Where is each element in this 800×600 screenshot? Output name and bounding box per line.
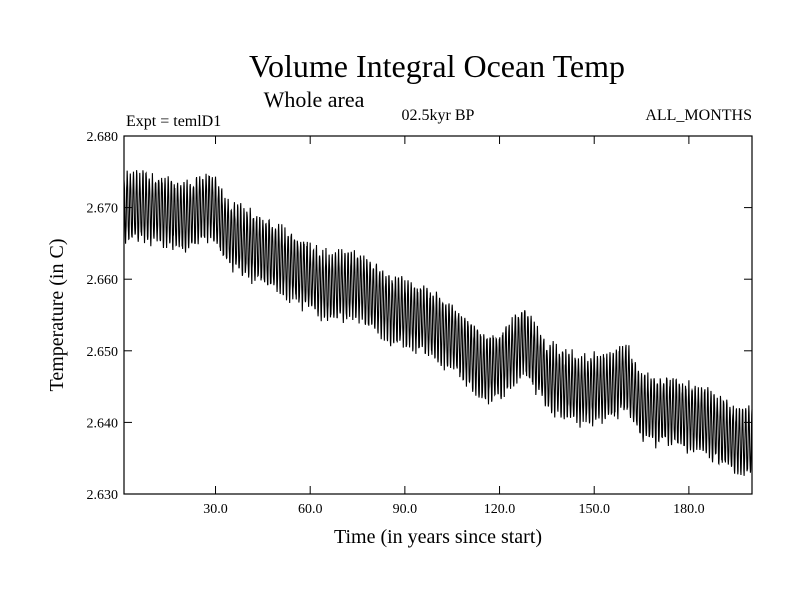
- series-line: [123, 170, 753, 476]
- y-tick-label: 2.660: [87, 273, 119, 288]
- x-tick-label: 180.0: [673, 502, 705, 517]
- x-tick-label: 120.0: [484, 502, 516, 517]
- y-tick-label: 2.640: [87, 416, 119, 431]
- x-tick-label: 90.0: [393, 502, 418, 517]
- y-tick-label: 2.680: [87, 130, 119, 145]
- y-tick-label: 2.630: [87, 488, 119, 503]
- y-axis: 2.630 2.640 2.650 2.660 2.670 2.680: [87, 130, 752, 503]
- months-label: ALL_MONTHS: [645, 107, 752, 124]
- x-tick-label: 150.0: [578, 502, 610, 517]
- y-tick-label: 2.670: [87, 202, 119, 217]
- x-tick-label: 30.0: [203, 502, 228, 517]
- x-axis-label: Time (in years since start): [334, 526, 542, 548]
- chart-title: Volume Integral Ocean Temp: [249, 48, 625, 84]
- x-tick-label: 60.0: [298, 502, 323, 517]
- chart-subtitle: Whole area: [264, 87, 365, 112]
- x-axis: 30.0 60.0 90.0 120.0 150.0 180.0: [203, 136, 705, 517]
- experiment-label: Expt = temlD1: [126, 113, 221, 130]
- y-axis-label: Temperature (in C): [46, 239, 68, 392]
- y-tick-label: 2.650: [87, 345, 119, 360]
- plot-frame: [123, 135, 753, 495]
- period-label: 02.5kyr BP: [402, 107, 475, 124]
